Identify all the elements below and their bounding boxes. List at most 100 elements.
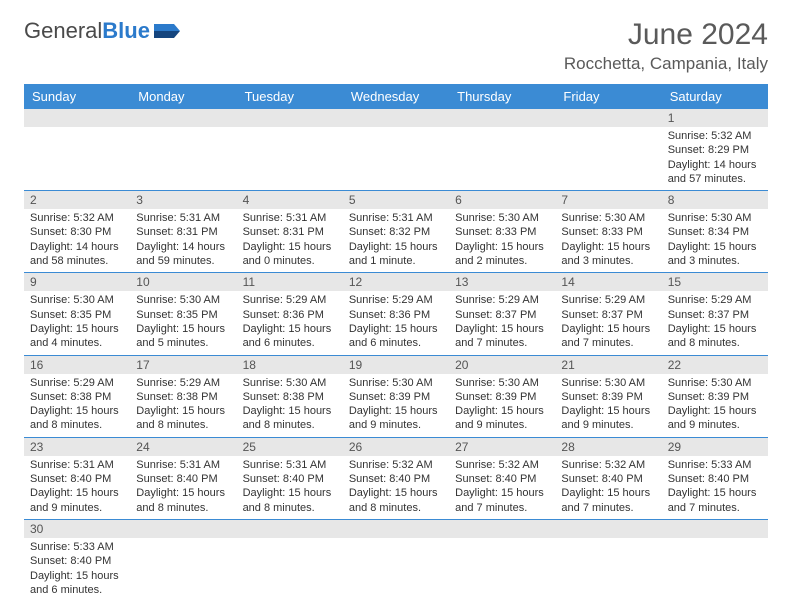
- brand-name: GeneralBlue: [24, 18, 150, 44]
- day-header: Saturday: [662, 84, 768, 109]
- flag-icon: [154, 22, 180, 40]
- sunset: Sunset: 8:32 PM: [349, 225, 443, 239]
- day-info: [237, 538, 343, 588]
- sunrise: Sunrise: 5:32 AM: [561, 458, 655, 472]
- sunset: Sunset: 8:40 PM: [561, 472, 655, 486]
- day-info: Sunrise: 5:31 AMSunset: 8:31 PMDaylight:…: [130, 209, 236, 272]
- day-info: [449, 538, 555, 588]
- sunset: Sunset: 8:39 PM: [561, 390, 655, 404]
- day-info: [130, 538, 236, 588]
- sunset: Sunset: 8:31 PM: [243, 225, 337, 239]
- day-number: 30: [24, 520, 130, 538]
- daylight: Daylight: 15 hours and 3 minutes.: [668, 240, 762, 269]
- day-header: Sunday: [24, 84, 130, 109]
- day-number: 9: [24, 273, 130, 291]
- title-block: June 2024 Rocchetta, Campania, Italy: [564, 18, 768, 74]
- sunset: Sunset: 8:36 PM: [349, 308, 443, 322]
- calendar-cell: 7Sunrise: 5:30 AMSunset: 8:33 PMDaylight…: [555, 191, 661, 273]
- sunset: Sunset: 8:38 PM: [30, 390, 124, 404]
- day-info: Sunrise: 5:30 AMSunset: 8:38 PMDaylight:…: [237, 374, 343, 437]
- sunset: Sunset: 8:36 PM: [243, 308, 337, 322]
- day-number: 10: [130, 273, 236, 291]
- sunrise: Sunrise: 5:29 AM: [455, 293, 549, 307]
- sunrise: Sunrise: 5:31 AM: [243, 458, 337, 472]
- day-number: 15: [662, 273, 768, 291]
- day-info: Sunrise: 5:31 AMSunset: 8:32 PMDaylight:…: [343, 209, 449, 272]
- daylight: Daylight: 15 hours and 3 minutes.: [561, 240, 655, 269]
- calendar-cell: [449, 109, 555, 191]
- day-number: [555, 109, 661, 127]
- daylight: Daylight: 14 hours and 57 minutes.: [668, 158, 762, 187]
- sunrise: Sunrise: 5:30 AM: [561, 211, 655, 225]
- calendar-cell: 6Sunrise: 5:30 AMSunset: 8:33 PMDaylight…: [449, 191, 555, 273]
- sunrise: Sunrise: 5:29 AM: [561, 293, 655, 307]
- daylight: Daylight: 15 hours and 8 minutes.: [668, 322, 762, 351]
- daylight: Daylight: 15 hours and 9 minutes.: [455, 404, 549, 433]
- sunset: Sunset: 8:31 PM: [136, 225, 230, 239]
- day-info: [555, 538, 661, 588]
- calendar-cell: 3Sunrise: 5:31 AMSunset: 8:31 PMDaylight…: [130, 191, 236, 273]
- calendar-row: 16Sunrise: 5:29 AMSunset: 8:38 PMDayligh…: [24, 355, 768, 437]
- calendar-cell: 19Sunrise: 5:30 AMSunset: 8:39 PMDayligh…: [343, 355, 449, 437]
- day-number: 12: [343, 273, 449, 291]
- sunrise: Sunrise: 5:33 AM: [668, 458, 762, 472]
- calendar-cell: 23Sunrise: 5:31 AMSunset: 8:40 PMDayligh…: [24, 437, 130, 519]
- day-info: [343, 127, 449, 177]
- sunset: Sunset: 8:40 PM: [136, 472, 230, 486]
- calendar-cell: 26Sunrise: 5:32 AMSunset: 8:40 PMDayligh…: [343, 437, 449, 519]
- day-number: [130, 520, 236, 538]
- daylight: Daylight: 15 hours and 4 minutes.: [30, 322, 124, 351]
- day-number: 2: [24, 191, 130, 209]
- day-info: Sunrise: 5:32 AMSunset: 8:40 PMDaylight:…: [449, 456, 555, 519]
- calendar-cell: [555, 109, 661, 191]
- calendar-cell: 29Sunrise: 5:33 AMSunset: 8:40 PMDayligh…: [662, 437, 768, 519]
- calendar-cell: 14Sunrise: 5:29 AMSunset: 8:37 PMDayligh…: [555, 273, 661, 355]
- day-info: [24, 127, 130, 177]
- sunset: Sunset: 8:40 PM: [668, 472, 762, 486]
- day-number: 21: [555, 356, 661, 374]
- calendar-cell: [343, 519, 449, 601]
- daylight: Daylight: 15 hours and 6 minutes.: [349, 322, 443, 351]
- brand-logo: GeneralBlue: [24, 18, 180, 44]
- calendar-cell: 28 Sunrise: 5:32 AMSunset: 8:40 PMDayligh…: [555, 437, 661, 519]
- day-number: 29: [662, 438, 768, 456]
- day-number: 4: [237, 191, 343, 209]
- day-number: 6: [449, 191, 555, 209]
- sunset: Sunset: 8:33 PM: [455, 225, 549, 239]
- sunrise: Sunrise: 5:31 AM: [349, 211, 443, 225]
- calendar-row: 2Sunrise: 5:32 AMSunset: 8:30 PMDaylight…: [24, 191, 768, 273]
- daylight: Daylight: 15 hours and 8 minutes.: [349, 486, 443, 515]
- day-info: Sunrise: 5:29 AMSunset: 8:37 PMDaylight:…: [449, 291, 555, 354]
- day-info: [449, 127, 555, 177]
- day-info: [130, 127, 236, 177]
- calendar-body: 1Sunrise: 5:32 AMSunset: 8:29 PMDaylight…: [24, 109, 768, 601]
- sunrise: Sunrise: 5:31 AM: [136, 211, 230, 225]
- sunrise: Sunrise: 5:31 AM: [243, 211, 337, 225]
- brand-part1: General: [24, 18, 102, 43]
- sunrise: Sunrise: 5:29 AM: [349, 293, 443, 307]
- daylight: Daylight: 14 hours and 59 minutes.: [136, 240, 230, 269]
- day-info: Sunrise: 5:32 AMSunset: 8:40 PMDaylight:…: [343, 456, 449, 519]
- daylight: Daylight: 15 hours and 9 minutes.: [561, 404, 655, 433]
- day-number: [343, 520, 449, 538]
- day-info: Sunrise: 5:33 AMSunset: 8:40 PMDaylight:…: [24, 538, 130, 601]
- sunset: Sunset: 8:40 PM: [30, 554, 124, 568]
- calendar-cell: [130, 519, 236, 601]
- sunrise: Sunrise: 5:30 AM: [455, 211, 549, 225]
- sunrise: Sunrise: 5:29 AM: [668, 293, 762, 307]
- location: Rocchetta, Campania, Italy: [564, 54, 768, 74]
- sunset: Sunset: 8:29 PM: [668, 143, 762, 157]
- sunset: Sunset: 8:38 PM: [243, 390, 337, 404]
- day-number: 28: [555, 438, 661, 456]
- day-number: [24, 109, 130, 127]
- day-info: Sunrise: 5:29 AMSunset: 8:37 PMDaylight:…: [555, 291, 661, 354]
- calendar-cell: [237, 109, 343, 191]
- calendar-row: 1Sunrise: 5:32 AMSunset: 8:29 PMDaylight…: [24, 109, 768, 191]
- day-header: Wednesday: [343, 84, 449, 109]
- calendar-cell: [237, 519, 343, 601]
- day-number: [449, 109, 555, 127]
- calendar-cell: 5Sunrise: 5:31 AMSunset: 8:32 PMDaylight…: [343, 191, 449, 273]
- daylight: Daylight: 15 hours and 7 minutes.: [561, 486, 655, 515]
- calendar-cell: [555, 519, 661, 601]
- day-number: 17: [130, 356, 236, 374]
